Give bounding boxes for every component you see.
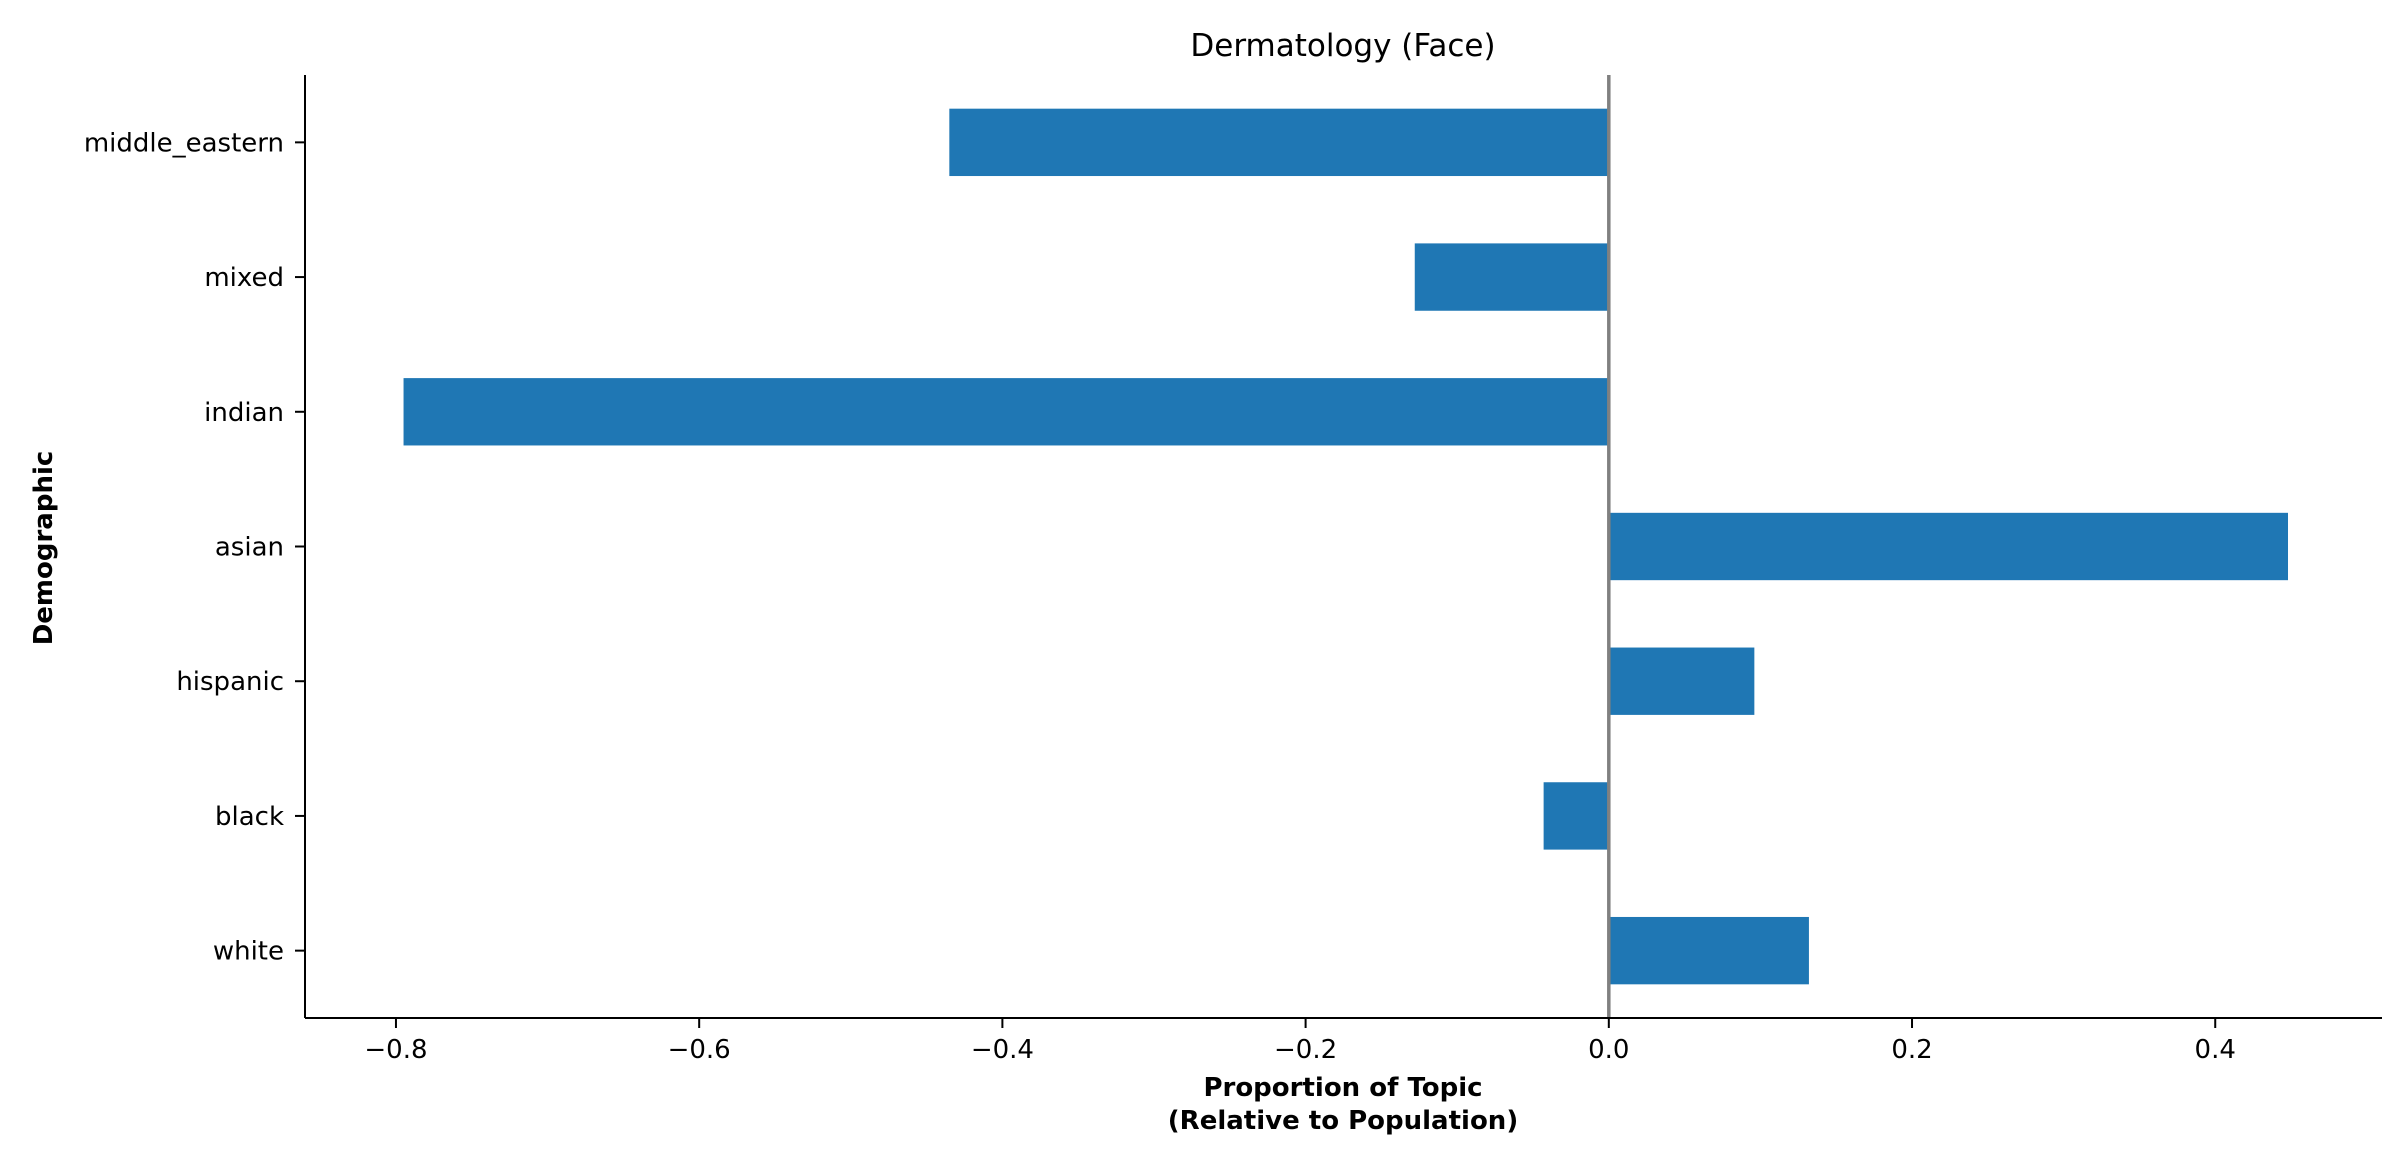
bar-black [1543,782,1609,850]
x-tick-label: −0.6 [668,1035,731,1065]
bar-asian [1608,512,2289,581]
y-tick-label: black [215,802,284,832]
bar-mixed [1414,243,1609,311]
y-axis-label: Demographic [29,451,59,646]
y-tick-label: asian [215,533,284,563]
bars-group [403,108,2289,985]
x-axis-label-line-2: (Relative to Population) [1168,1106,1518,1136]
x-tick-label: 0.4 [2195,1035,2236,1065]
x-tick-label: −0.8 [364,1035,427,1065]
x-tick-label: −0.2 [1274,1035,1337,1065]
bar-white [1608,916,1809,985]
y-tick-label: hispanic [176,667,284,697]
bar-indian [403,378,1609,446]
bar-hispanic [1608,647,1755,715]
y-tick-label: white [213,937,284,967]
y-tick-label: mixed [204,263,284,293]
bar-middle-eastern [949,108,1609,177]
y-axis-ticks: white black hispanic asian indian mixed middle… [84,128,305,967]
x-tick-label: 0.0 [1588,1035,1629,1065]
x-tick-label: −0.4 [971,1035,1034,1065]
x-axis-ticks: −0.8 −0.6 −0.4 −0.2 0.0 0.2 0.4 [364,1018,2236,1065]
y-tick-label: middle_eastern [84,128,284,158]
x-axis-label-line-1: Proportion of Topic [1203,1073,1482,1103]
y-tick-label: indian [204,398,284,428]
chart-title: Dermatology (Face) [1190,28,1495,64]
x-tick-label: 0.2 [1891,1035,1932,1065]
